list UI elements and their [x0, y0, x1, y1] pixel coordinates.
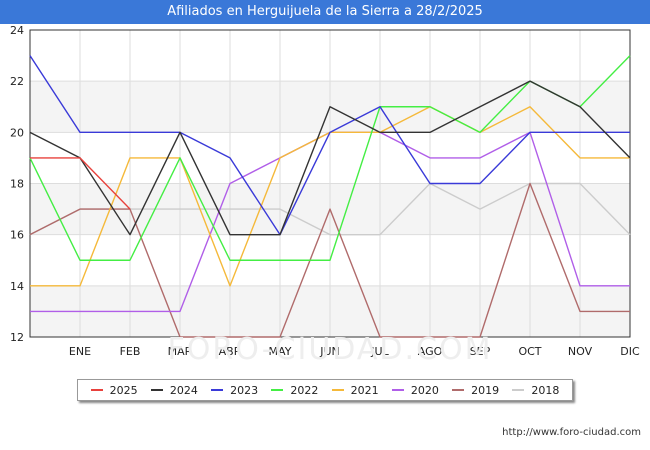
y-tick-label: 20 [10, 126, 24, 139]
legend-swatch [512, 389, 525, 391]
x-tick-label: NOV [568, 345, 593, 358]
source-url: http://www.foro-ciudad.com [502, 427, 641, 438]
x-tick-label: ENE [69, 345, 91, 358]
series-line-2025 [30, 157, 131, 210]
chart-title: Afiliados en Herguijuela de la Sierra a … [0, 0, 650, 24]
legend-label: 2018 [531, 383, 560, 397]
legend-item-2023: 2023 [211, 384, 258, 397]
x-axis-labels: ENE FEB MAR ABR MAY JUN JUL AGO SEP OCT NOV DIC [69, 345, 640, 358]
legend-label: 2025 [109, 383, 138, 397]
legend-swatch [150, 389, 163, 391]
x-tick-label: SEP [470, 345, 491, 358]
x-tick-label: ABR [219, 345, 242, 358]
legend-swatch [271, 389, 284, 391]
legend-item-2025: 2025 [90, 383, 138, 397]
y-axis-labels: 12 14 16 18 20 22 24 [10, 24, 24, 344]
legend-swatch [391, 389, 404, 391]
legend-item-2022: 2022 [271, 384, 318, 397]
legend-label: 2023 [230, 383, 259, 397]
legend: 2025 2024 2023 2022 2021 2020 2019 2018 [77, 379, 573, 401]
x-tick-label: DIC [620, 345, 640, 358]
x-tick-label: MAY [269, 345, 292, 358]
legend-item-2018: 2018 [512, 384, 559, 397]
x-tick-label: JUN [319, 345, 340, 358]
legend-item-2020: 2020 [391, 383, 439, 397]
series-line-2024 [29, 80, 631, 236]
legend-label: 2020 [410, 383, 439, 397]
legend-label: 2019 [471, 383, 500, 397]
y-tick-label: 12 [10, 331, 24, 344]
legend-item-2021: 2021 [331, 383, 379, 397]
legend-label: 2022 [290, 383, 319, 397]
x-tick-label: AGO [418, 345, 443, 358]
legend-swatch [211, 389, 224, 391]
x-tick-label: FEB [120, 345, 141, 358]
legend-swatch [452, 389, 465, 391]
legend-label: 2024 [169, 383, 198, 397]
x-tick-label: JUL [370, 345, 389, 358]
legend-swatch [331, 389, 344, 391]
y-tick-label: 18 [10, 178, 24, 191]
legend-item-2019: 2019 [452, 384, 499, 397]
series-line-2023 [29, 55, 630, 236]
y-tick-label: 22 [10, 75, 24, 88]
series-lines [29, 55, 631, 338]
watermark: FORO-CIUDAD.COM [167, 332, 493, 367]
legend-label: 2021 [350, 383, 379, 397]
plot-frame [29, 29, 631, 338]
x-tick-label: MAR [168, 345, 193, 358]
y-tick-label: 16 [10, 229, 24, 242]
legend-item-2024: 2024 [150, 383, 198, 397]
legend-swatch [90, 389, 103, 391]
plot-border [29, 29, 631, 338]
x-tick-label: OCT [518, 345, 541, 358]
y-tick-label: 24 [10, 24, 24, 37]
y-tick-label: 14 [10, 280, 24, 293]
